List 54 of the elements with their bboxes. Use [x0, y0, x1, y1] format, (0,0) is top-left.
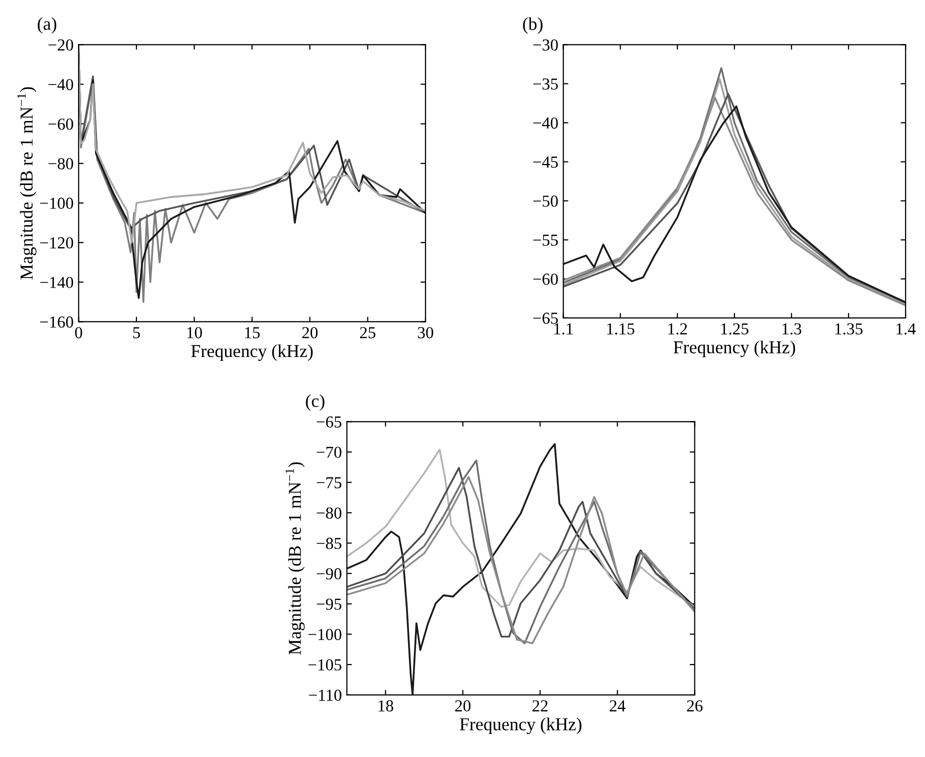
y-tick-label: −160	[40, 316, 74, 328]
y-tick-label: −120	[40, 237, 74, 249]
x-axis-title: Frequency (kHz)	[674, 340, 796, 358]
y-tick-label: −70	[316, 446, 342, 458]
y-tick-label: −40	[533, 117, 558, 129]
y-tick-label: −95	[316, 598, 342, 610]
text: (b)	[523, 17, 543, 34]
x-tick-label: 25	[360, 327, 376, 338]
y-tick-label: −100	[40, 198, 74, 209]
x-tick-label: 1.2	[668, 323, 687, 335]
y-tick-label: −75	[316, 477, 342, 488]
x-tick-label: 1.15	[607, 323, 634, 335]
x-tick-label: 0	[75, 327, 82, 338]
y-axis-title: Magnitude (dB re 1 mN$^{−1}$)	[17, 87, 36, 280]
x-tick-label: 1.1	[554, 323, 573, 335]
y-tick-label: −85	[316, 538, 342, 550]
y-tick-label: −90	[316, 568, 342, 580]
y-tick-label: −50	[533, 196, 558, 207]
y-tick-label: −40	[48, 78, 74, 90]
y-tick-label: −60	[48, 118, 74, 130]
x-tick-label: 1.25	[721, 323, 748, 335]
x-tick-label: 20	[455, 700, 471, 712]
x-axis-title: Frequency (kHz)	[460, 718, 582, 734]
x-tick-label: 5	[133, 327, 140, 338]
x-tick-label: 18	[378, 700, 394, 712]
y-tick-label: −55	[533, 234, 558, 246]
x-tick-label: 30	[418, 327, 434, 338]
x-tick-label: 22	[532, 700, 548, 712]
x-tick-label: 1.4	[896, 323, 916, 335]
x-tick-label: 10	[187, 327, 202, 338]
x-tick-label: 26	[687, 700, 703, 712]
y-tick-label: −80	[316, 507, 342, 519]
text: (c)	[306, 394, 324, 411]
y-tick-label: −80	[48, 158, 74, 170]
text: (a)	[38, 17, 56, 34]
x-tick-label: 15	[245, 327, 260, 338]
y-axis-title: Magnitude (dB re 1 mN$^{−1}$)	[286, 462, 305, 655]
x-axis-title: Frequency (kHz)	[191, 344, 313, 361]
x-tick-label: 20	[302, 327, 318, 338]
y-tick-label: −30	[533, 39, 558, 51]
y-tick-label: −65	[533, 312, 558, 324]
x-tick-label: 24	[610, 700, 626, 712]
y-tick-label: −110	[309, 690, 342, 701]
y-tick-label: −35	[533, 78, 558, 90]
y-tick-label: −20	[48, 39, 74, 51]
y-tick-label: −105	[308, 659, 342, 671]
x-tick-label: 1.3	[782, 323, 802, 335]
y-tick-label: −100	[308, 628, 342, 640]
y-tick-label: −60	[533, 274, 558, 285]
line-series	[346, 448, 695, 608]
x-tick-label: 1.35	[835, 323, 862, 335]
y-tick-label: −140	[40, 276, 74, 288]
y-tick-label: −45	[533, 156, 558, 168]
y-tick-label: −65	[316, 416, 342, 428]
